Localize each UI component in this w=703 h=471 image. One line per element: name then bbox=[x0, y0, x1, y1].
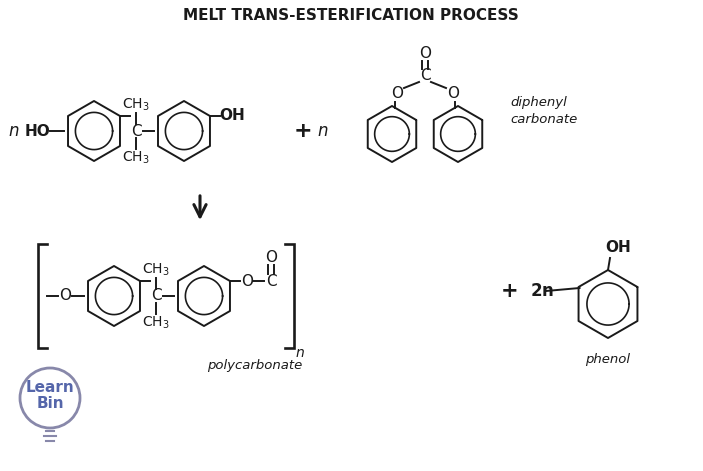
Text: O: O bbox=[447, 87, 459, 101]
Text: $\mathbf{2n}$: $\mathbf{2n}$ bbox=[530, 282, 554, 300]
Text: C: C bbox=[131, 123, 141, 138]
Text: CH$_3$: CH$_3$ bbox=[122, 150, 150, 166]
Text: $n$: $n$ bbox=[295, 346, 305, 360]
Text: O: O bbox=[265, 250, 277, 265]
Text: $n$: $n$ bbox=[8, 122, 20, 140]
Text: CH$_3$: CH$_3$ bbox=[142, 315, 170, 331]
Text: C: C bbox=[420, 68, 430, 83]
Text: O: O bbox=[59, 289, 71, 303]
Text: Bin: Bin bbox=[36, 396, 64, 411]
Text: CH$_3$: CH$_3$ bbox=[142, 262, 170, 278]
Text: OH: OH bbox=[605, 241, 631, 255]
Text: diphenyl
carbonate: diphenyl carbonate bbox=[510, 96, 577, 126]
Text: CH$_3$: CH$_3$ bbox=[122, 97, 150, 113]
Text: O: O bbox=[391, 87, 403, 101]
Text: +: + bbox=[294, 121, 312, 141]
Text: C: C bbox=[266, 274, 276, 289]
Text: +: + bbox=[501, 281, 519, 301]
Text: MELT TRANS-ESTERIFICATION PROCESS: MELT TRANS-ESTERIFICATION PROCESS bbox=[183, 8, 519, 24]
Text: O: O bbox=[241, 274, 253, 289]
Text: Learn: Learn bbox=[25, 381, 75, 396]
Text: polycarbonate: polycarbonate bbox=[207, 359, 302, 373]
Text: O: O bbox=[419, 47, 431, 62]
Text: $n$: $n$ bbox=[317, 122, 329, 140]
Text: HO: HO bbox=[24, 123, 50, 138]
Text: OH: OH bbox=[219, 108, 245, 123]
Text: C: C bbox=[150, 289, 161, 303]
Text: phenol: phenol bbox=[586, 354, 631, 366]
